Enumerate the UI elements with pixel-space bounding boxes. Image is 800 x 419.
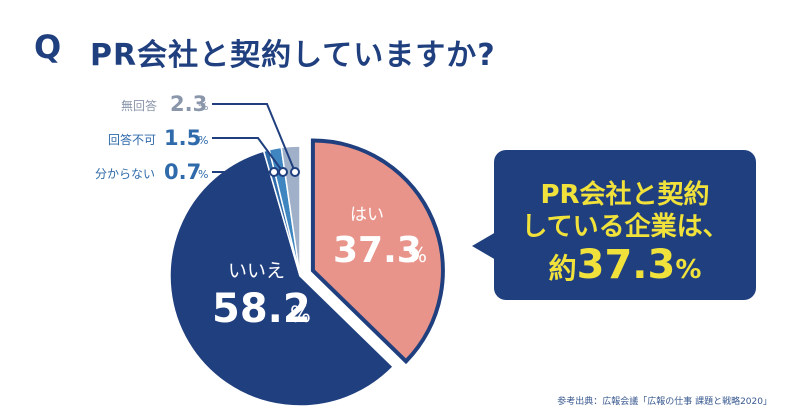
label-no: いいえ bbox=[228, 260, 285, 282]
value-unknown: 0.7 bbox=[164, 160, 201, 184]
leader-dot-noans bbox=[290, 167, 300, 177]
callout-value: 37.3 bbox=[576, 242, 676, 288]
pie-slice-5 bbox=[280, 145, 301, 277]
value-no: 58.2 bbox=[212, 286, 311, 332]
pct-no: % bbox=[290, 303, 311, 328]
question-marker: Q bbox=[34, 28, 62, 66]
callout-line-1: PR会社と契約 bbox=[540, 180, 710, 210]
pct-yes: % bbox=[408, 243, 427, 267]
source-note: 参考出典：広報会議「広報の仕事 課題と戦略2020」 bbox=[557, 397, 772, 407]
value-cant: 1.5 bbox=[164, 126, 201, 150]
pie-slice-1 bbox=[310, 138, 445, 365]
question-title: PR会社と契約していますか? bbox=[90, 38, 496, 73]
value-noans: 2.3 bbox=[170, 92, 207, 116]
callout-pct: % bbox=[675, 255, 702, 285]
pct-unknown: % bbox=[198, 168, 208, 181]
value-yes: 37.3 bbox=[333, 230, 422, 271]
pie-slice-2 bbox=[169, 150, 395, 407]
leader-dot-cant bbox=[278, 167, 288, 177]
pct-cant: % bbox=[198, 134, 208, 147]
label-noans: 無回答 bbox=[121, 98, 157, 113]
label-yes: はい bbox=[350, 205, 384, 225]
leader-lines bbox=[212, 103, 296, 173]
callout-tail bbox=[472, 232, 496, 260]
pct-noans: % bbox=[198, 100, 208, 113]
label-unknown: 分からない bbox=[95, 167, 155, 181]
leader-dot-unknown bbox=[269, 167, 279, 177]
leader-line-noans bbox=[212, 103, 296, 173]
label-cant: 回答不可 bbox=[108, 132, 156, 147]
callout-box: PR会社と契約 している企業は、 約37.3% bbox=[494, 150, 756, 300]
callout-highlight: 約37.3% bbox=[494, 242, 756, 288]
leader-line-cant bbox=[212, 137, 284, 173]
callout-line-2: している企業は、 bbox=[521, 212, 729, 242]
callout-prefix: 約 bbox=[548, 252, 577, 285]
